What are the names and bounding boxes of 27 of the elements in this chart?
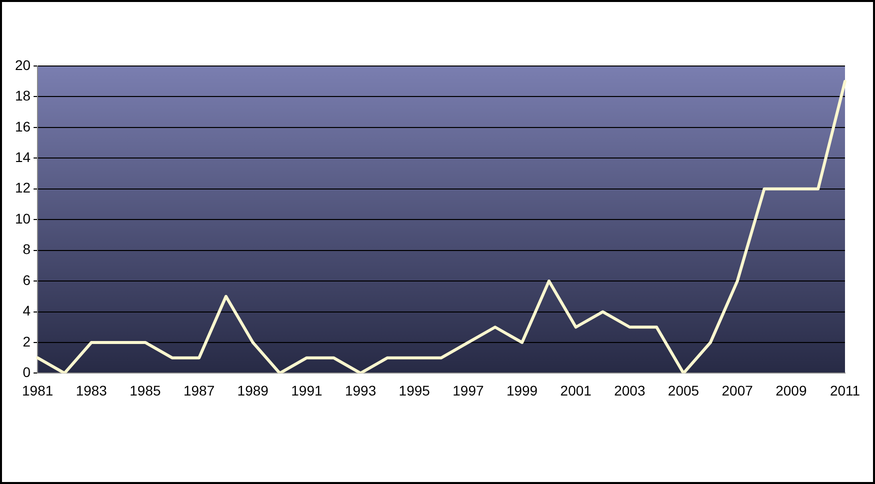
y-tick-label: 10 <box>14 210 31 226</box>
x-tick-label: 1985 <box>130 382 162 398</box>
y-tick-label: 12 <box>14 180 31 196</box>
x-tick-label: 2005 <box>668 382 700 398</box>
x-tick-label: 1993 <box>344 382 376 398</box>
x-tick-label: 2001 <box>560 382 592 398</box>
x-tick-label: 1983 <box>76 382 108 398</box>
y-tick-label: 8 <box>22 241 31 258</box>
x-tick-label: 2007 <box>722 382 754 398</box>
x-tick-label: 2003 <box>614 382 646 398</box>
x-tick-label: 2011 <box>830 382 860 398</box>
y-tick-label: 0 <box>22 364 31 380</box>
y-tick-label: 14 <box>14 149 31 166</box>
y-tick-label: 4 <box>22 302 31 319</box>
x-tick-label: 1991 <box>291 382 322 398</box>
x-tick-label: 2009 <box>776 382 807 398</box>
x-tick-label: 1997 <box>452 382 484 398</box>
y-tick-label: 2 <box>22 333 31 350</box>
y-tick-label: 18 <box>14 88 31 104</box>
y-tick-label: 20 <box>14 56 31 73</box>
x-tick-label: 1989 <box>237 382 269 398</box>
y-tick-label: 6 <box>22 272 31 288</box>
y-tick-label: 16 <box>14 118 31 134</box>
x-tick-label: 1995 <box>398 382 430 398</box>
x-tick-label: 1999 <box>506 382 538 398</box>
x-tick-label: 1981 <box>22 382 54 398</box>
x-tick-label: 1987 <box>183 382 215 398</box>
